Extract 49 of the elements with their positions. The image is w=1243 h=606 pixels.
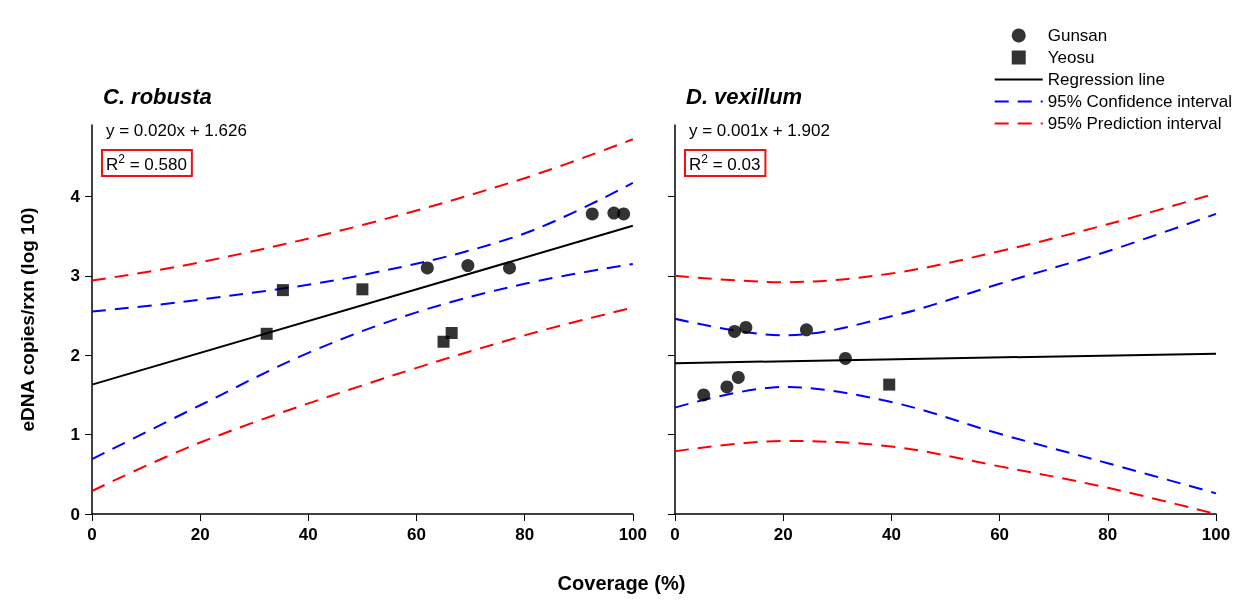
y-tick-label: 4 — [70, 186, 81, 206]
line-series — [91, 181, 634, 313]
point — [731, 370, 745, 384]
point — [356, 283, 369, 296]
point — [437, 335, 450, 348]
y-tick-label: 1 — [70, 425, 80, 445]
legend-label: 95% Prediction interval — [1047, 114, 1222, 133]
line-series — [91, 262, 634, 461]
point — [838, 351, 852, 365]
line-series — [91, 138, 634, 282]
annotation: y = 0.020x + 1.626 — [106, 121, 247, 140]
point — [799, 323, 813, 337]
point — [503, 261, 517, 275]
point — [728, 324, 742, 338]
x-tick-label: 80 — [515, 525, 535, 544]
x-tick-label: 20 — [773, 525, 793, 544]
point — [617, 207, 631, 221]
legend-label: Gunsan — [1047, 26, 1108, 45]
x-tick-label: 20 — [190, 525, 210, 544]
x-tick-label: 100 — [618, 525, 648, 544]
point — [445, 327, 458, 339]
y-tick-label: 0 — [70, 504, 80, 524]
point — [276, 284, 289, 297]
x-tick-label: 40 — [881, 525, 901, 544]
chart-title: D. vexillum — [686, 83, 803, 109]
x-axis-title: Coverage (%) — [556, 572, 687, 595]
x-tick-label: 100 — [1201, 525, 1231, 544]
legend-label: Regression line — [1047, 70, 1165, 89]
point — [420, 261, 434, 275]
x-tick-label: 60 — [990, 525, 1010, 544]
point — [461, 259, 475, 273]
point — [720, 380, 734, 394]
point — [883, 378, 896, 391]
point — [739, 320, 753, 334]
x-tick-label: 0 — [670, 525, 680, 544]
y-tick-label: 2 — [70, 345, 80, 365]
legend-label: 95% Confidence interval — [1047, 92, 1232, 111]
x-tick-label: 40 — [298, 525, 318, 544]
legend-label: Yeosu — [1047, 48, 1095, 67]
y-axis-title: eDNA copies/rxn (log 10) — [17, 207, 38, 432]
point — [585, 207, 599, 221]
point — [260, 327, 273, 340]
chart-title: C. robusta — [103, 83, 212, 109]
point — [697, 388, 711, 402]
x-tick-label: 80 — [1098, 525, 1118, 544]
x-tick-label: 0 — [87, 525, 97, 544]
annotation: y = 0.001x + 1.902 — [689, 121, 830, 140]
y-tick-label: 3 — [70, 266, 80, 286]
x-tick-label: 60 — [407, 525, 426, 544]
